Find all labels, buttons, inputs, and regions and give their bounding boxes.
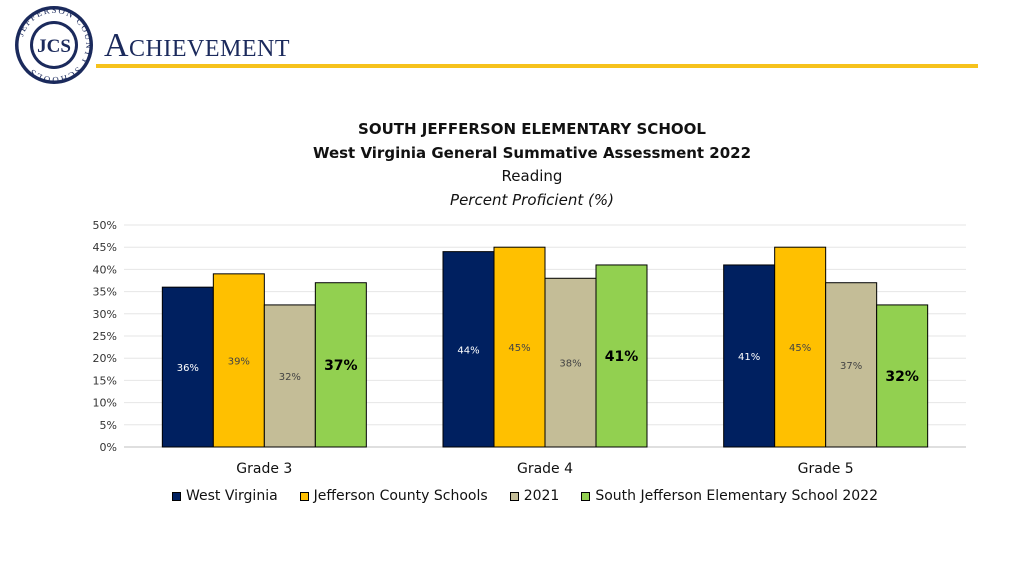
legend-label: 2021	[523, 488, 560, 504]
data-label: 41%	[605, 349, 639, 365]
y-tick-label: 45%	[93, 241, 117, 254]
chart-subject: Reading	[501, 167, 563, 185]
bar	[314, 282, 367, 448]
data-label: 45%	[508, 343, 530, 354]
jefferson-county-schools-logo: JEFFERSON COUNTY SCHOOLS JCS	[14, 5, 94, 85]
bar	[493, 246, 546, 448]
legend-label: West Virginia	[186, 488, 278, 504]
bar	[825, 282, 878, 448]
bar	[876, 304, 929, 448]
bar	[263, 304, 316, 448]
data-label: 37%	[840, 361, 862, 372]
data-label: 44%	[457, 345, 479, 356]
legend-label: Jefferson County Schools	[313, 488, 488, 504]
data-label: 38%	[559, 359, 581, 370]
y-tick-label: 50%	[93, 219, 117, 232]
legend-swatch	[509, 491, 519, 501]
bar	[544, 277, 597, 448]
chart-title: SOUTH JEFFERSON ELEMENTARY SCHOOL	[358, 120, 706, 138]
x-tick-label: Grade 4	[517, 461, 573, 477]
chart-legend: West Virginia Jefferson County Schools 202…	[172, 488, 900, 504]
bar	[595, 264, 648, 448]
bar	[161, 286, 214, 448]
y-tick-label: 40%	[93, 263, 117, 276]
chart-y-label: Percent Proficient (%)	[450, 190, 614, 209]
logo-monogram: JCS	[37, 36, 71, 57]
x-tick-label: Grade 5	[798, 461, 854, 477]
y-tick-label: 5%	[100, 419, 117, 432]
title-underline	[96, 64, 978, 68]
data-label: 37%	[324, 358, 358, 374]
data-label: 41%	[738, 352, 760, 363]
y-tick-label: 0%	[100, 441, 117, 454]
bar	[723, 264, 776, 448]
y-tick-label: 15%	[93, 374, 117, 387]
data-label: 39%	[228, 356, 250, 367]
legend-swatch	[172, 491, 181, 501]
y-tick-label: 35%	[93, 286, 117, 299]
bar	[212, 273, 265, 448]
legend-item: West Virginia	[172, 488, 278, 504]
y-tick-label: 30%	[93, 308, 117, 321]
legend-item: 2021	[509, 488, 560, 504]
y-tick-label: 20%	[93, 352, 117, 365]
y-tick-label: 25%	[93, 330, 117, 343]
legend-swatch	[299, 491, 309, 501]
data-label: 36%	[177, 363, 199, 374]
legend-item: South Jefferson Elementary School 2022	[581, 488, 878, 504]
chart-subtitle: West Virginia General Summative Assessme…	[312, 143, 752, 162]
data-label: 45%	[789, 343, 811, 354]
bar	[774, 246, 827, 448]
legend-item: Jefferson County Schools	[299, 488, 488, 504]
data-label: 32%	[279, 372, 301, 383]
legend-label: South Jefferson Elementary School 2022	[595, 488, 878, 504]
data-label: 32%	[885, 369, 919, 385]
chart-title-block: SOUTH JEFFERSON ELEMENTARY SCHOOL West V…	[232, 118, 832, 212]
y-tick-label: 10%	[93, 397, 117, 410]
legend-swatch	[581, 491, 591, 501]
bar	[442, 251, 495, 448]
x-tick-label: Grade 3	[236, 461, 292, 477]
page-title: Achievement	[104, 27, 291, 64]
